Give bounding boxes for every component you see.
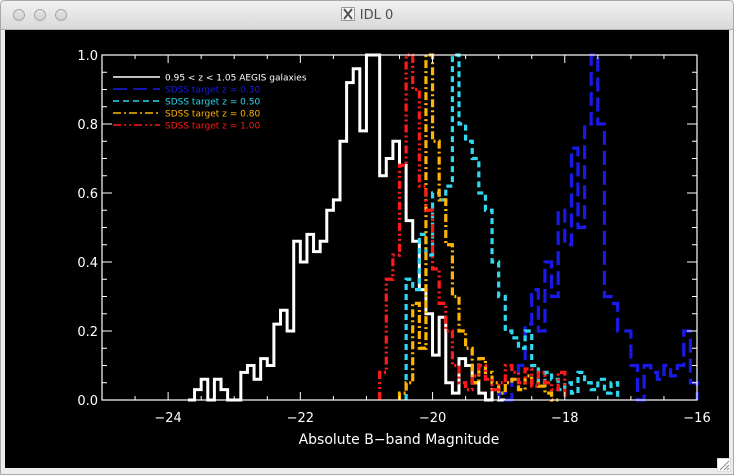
series-layer — [187, 53, 699, 402]
y-tick-label: 0.0 — [77, 394, 98, 409]
y-tick-label: 0.4 — [77, 256, 98, 271]
axis-layer: −24 −22 −20 −18 −16 0.0 0.2 0.4 0.6 0.8 1.0 — [77, 49, 710, 426]
x-tick-label: −16 — [683, 411, 710, 426]
y-tick-label: 1.0 — [77, 49, 98, 64]
close-button[interactable] — [13, 9, 25, 21]
y-tick-label: 0.2 — [77, 325, 98, 340]
legend-label-1: SDSS target z = 0.30 — [165, 86, 260, 96]
series-line-3 — [397, 53, 559, 402]
legend-label-4: SDSS target z = 1.00 — [165, 122, 260, 132]
window-titlebar[interactable]: IDL 0 — [1, 1, 733, 30]
window-title: IDL 0 — [359, 8, 394, 23]
legend: 0.95 < z < 1.05 AEGIS galaxies SDSS targe… — [113, 74, 307, 132]
y-tick-label: 0.6 — [77, 187, 98, 202]
resize-grip-icon[interactable] — [717, 458, 731, 472]
legend-label-2: SDSS target z = 0.50 — [165, 98, 260, 108]
legend-label-3: SDSS target z = 0.80 — [165, 110, 260, 120]
series-line-0 — [187, 53, 506, 402]
x-tick-label: −20 — [419, 411, 446, 426]
plot-area: −24 −22 −20 −18 −16 0.0 0.2 0.4 0.6 0.8 1.0 0.95 <… — [5, 30, 729, 468]
x-axis-label: Absolute B−band Magnitude — [299, 432, 500, 448]
histogram-chart: −24 −22 −20 −18 −16 0.0 0.2 0.4 0.6 0.8 1.0 0.95 <… — [77, 49, 710, 448]
zoom-button[interactable] — [55, 9, 67, 21]
x-tick-label: −24 — [154, 411, 181, 426]
x-tick-label: −22 — [287, 411, 314, 426]
y-tick-label: 0.8 — [77, 118, 98, 133]
x11-icon — [340, 7, 355, 21]
series-line-1 — [497, 53, 699, 402]
legend-label-0: 0.95 < z < 1.05 AEGIS galaxies — [165, 74, 307, 84]
x-tick-label: −18 — [551, 411, 578, 426]
minimize-button[interactable] — [34, 9, 46, 21]
